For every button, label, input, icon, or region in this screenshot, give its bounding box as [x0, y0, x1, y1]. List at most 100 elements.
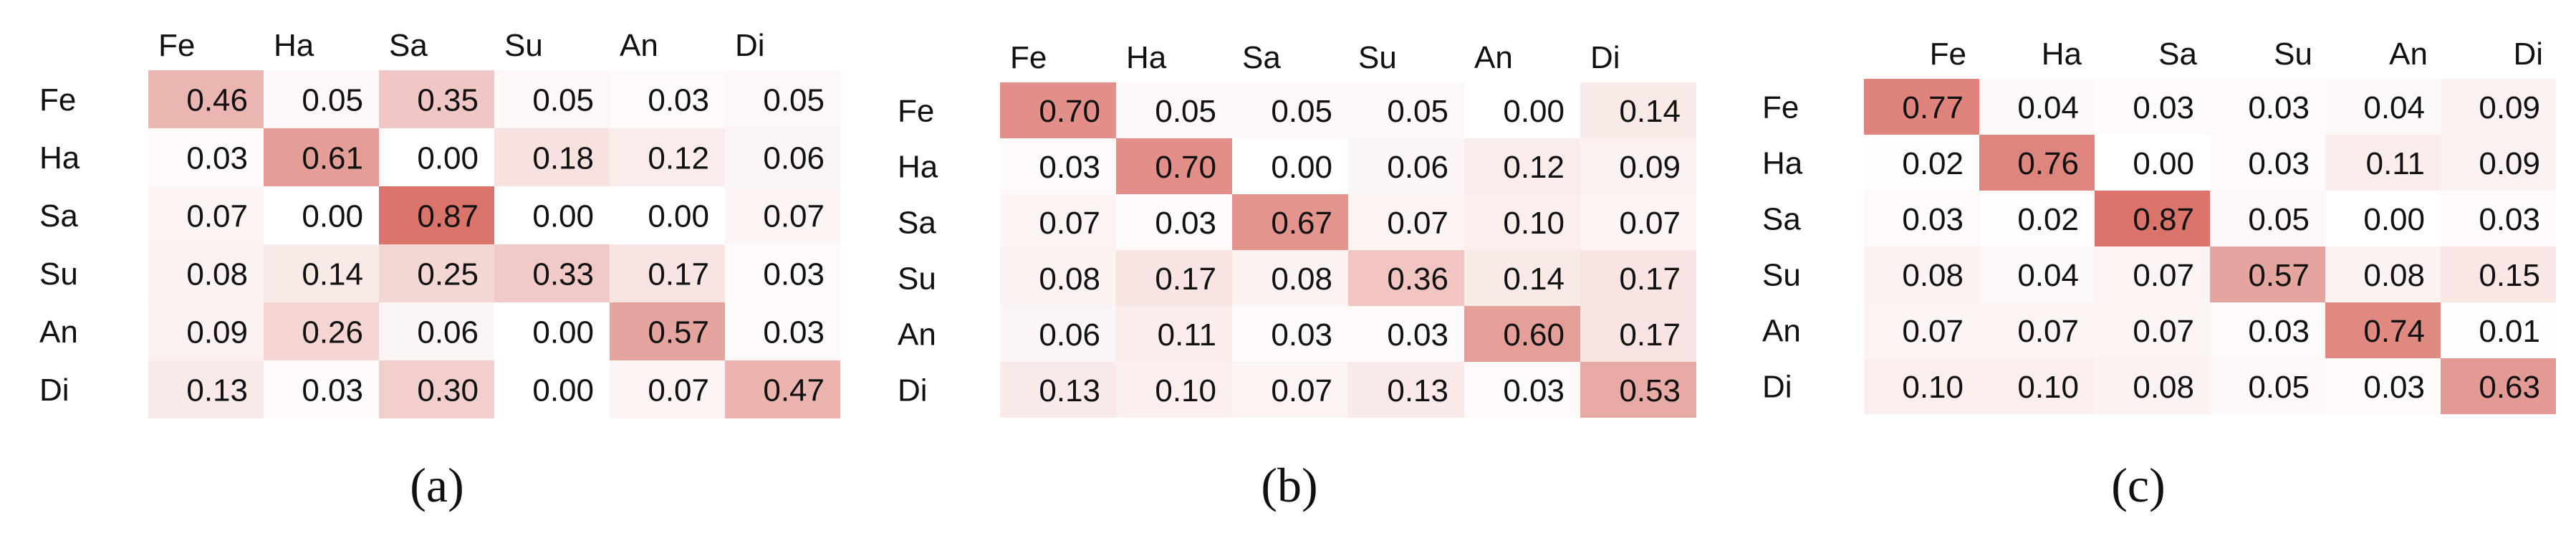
heatmap-cell — [1000, 82, 1116, 138]
heatmap-cell — [610, 360, 725, 418]
heatmap-cell — [379, 360, 494, 418]
cell-value-label: 0.05 — [302, 82, 363, 118]
row-label: Su — [39, 257, 78, 292]
cell-value-label: 0.30 — [417, 373, 479, 408]
cell-value-label: 0.87 — [417, 198, 479, 234]
cell-value-label: 0.00 — [532, 198, 594, 234]
heatmap-cell — [2325, 191, 2441, 246]
row-label: Ha — [39, 140, 80, 176]
cell-value-label: 0.87 — [2133, 202, 2194, 237]
heatmap-panel-c: Fe Ha Sa Su An Di Fe Ha Sa Su An Di 0.77 0.04 0.03 0.03… — [1762, 37, 2556, 414]
cell-value-label: 0.03 — [1039, 150, 1100, 185]
heatmap-cell — [2325, 135, 2441, 191]
row-label: Fe — [898, 93, 934, 128]
cell-value-label: 0.04 — [2017, 258, 2079, 293]
heatmap-cell — [610, 186, 725, 244]
heatmap-cell — [725, 70, 840, 128]
heatmap-cell — [494, 186, 610, 244]
column-label: An — [2389, 37, 2428, 72]
cell-value-label: 0.00 — [417, 140, 479, 176]
heatmap-cell — [1000, 250, 1116, 306]
column-label: Di — [735, 28, 765, 63]
heatmap-cell — [1232, 82, 1348, 138]
column-label: Di — [1590, 40, 1620, 75]
heatmap-cell — [610, 244, 725, 302]
column-label: Su — [504, 28, 543, 63]
heatmap-cell — [494, 70, 610, 128]
cell-value-label: 0.07 — [186, 198, 248, 234]
heatmap-cell — [1580, 306, 1696, 362]
heatmap-cell — [2210, 246, 2325, 302]
heatmap-cell — [1000, 194, 1116, 250]
cell-value-label: 0.14 — [302, 257, 363, 292]
heatmap-cell — [1116, 138, 1232, 194]
row-label: Di — [1762, 369, 1792, 404]
heatmap-cell — [1116, 306, 1232, 362]
row-label: Sa — [1762, 201, 1801, 236]
heatmap-cell — [148, 128, 264, 186]
row-label: Di — [898, 373, 928, 408]
heatmap-cell — [2441, 135, 2556, 191]
cell-value-label: 0.57 — [2248, 258, 2310, 293]
heatmap-cell — [1348, 194, 1464, 250]
cell-value-label: 0.47 — [763, 373, 825, 408]
heatmap-cell — [610, 128, 725, 186]
cell-value-label: 0.06 — [1039, 317, 1100, 353]
heatmap-cell — [1000, 306, 1116, 362]
cell-value-label: 0.07 — [1271, 373, 1332, 408]
cell-value-label: 0.00 — [1271, 150, 1332, 185]
cell-value-label: 0.08 — [2363, 258, 2425, 293]
panel-label-b: (b) — [1261, 458, 1317, 512]
heatmap-cell — [1979, 135, 2095, 191]
cell-value-label: 0.15 — [2479, 258, 2540, 293]
cell-value-label: 0.05 — [1387, 94, 1448, 129]
cell-value-label: 0.00 — [2363, 202, 2425, 237]
column-label: Sa — [1242, 40, 1281, 75]
column-label: Ha — [2042, 37, 2082, 72]
column-label: An — [1474, 40, 1513, 75]
heatmap-cell — [1464, 250, 1580, 306]
heatmap-cell — [379, 128, 494, 186]
cell-value-label: 0.11 — [2366, 146, 2425, 181]
heatmap-cell — [1232, 194, 1348, 250]
cell-value-label: 0.05 — [763, 82, 825, 118]
cell-value-label: 0.03 — [302, 373, 363, 408]
row-label: Ha — [898, 149, 938, 184]
heatmap-cell — [264, 186, 379, 244]
heatmap-cell — [610, 70, 725, 128]
row-label: An — [39, 315, 78, 350]
cell-value-label: 0.03 — [1387, 317, 1448, 353]
heatmap-cell — [148, 244, 264, 302]
cell-value-label: 0.07 — [2133, 314, 2194, 349]
heatmap-cell — [1116, 250, 1232, 306]
cell-value-label: 0.03 — [1271, 317, 1332, 353]
row-label: Ha — [1762, 145, 1803, 181]
heatmap-cell — [1116, 194, 1232, 250]
cell-value-label: 0.03 — [1155, 206, 1216, 241]
cell-value-label: 0.60 — [1503, 317, 1565, 353]
heatmap-cell — [1864, 246, 1979, 302]
heatmap-cell — [725, 244, 840, 302]
heatmap-cell — [494, 302, 610, 360]
cell-value-label: 0.05 — [1155, 94, 1216, 129]
cell-value-label: 0.63 — [2479, 370, 2540, 405]
column-label: Ha — [274, 28, 314, 63]
cell-value-label: 0.03 — [648, 82, 709, 118]
heatmap-cell — [1464, 138, 1580, 194]
heatmap-cell — [264, 360, 379, 418]
heatmap-cell — [148, 302, 264, 360]
heatmap-cell — [2095, 302, 2210, 358]
heatmap-cell — [1232, 138, 1348, 194]
cell-value-label: 0.07 — [648, 373, 709, 408]
heatmap-cell — [1464, 362, 1580, 418]
heatmap-cell — [379, 302, 494, 360]
heatmap-cell — [379, 186, 494, 244]
cell-value-label: 0.70 — [1155, 150, 1216, 185]
cell-value-label: 0.76 — [2017, 146, 2079, 181]
cell-value-label: 0.61 — [302, 140, 363, 176]
cell-value-label: 0.26 — [302, 315, 363, 350]
cell-value-label: 0.04 — [2363, 90, 2425, 125]
heatmap-cell — [264, 302, 379, 360]
cell-value-label: 0.07 — [2133, 258, 2194, 293]
cell-value-label: 0.00 — [1503, 94, 1565, 129]
